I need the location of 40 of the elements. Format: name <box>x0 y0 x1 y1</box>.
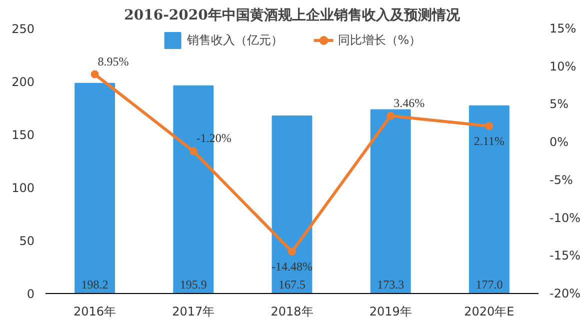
y-tick-label: 0 <box>26 287 35 301</box>
data-label: 3.46% <box>394 96 425 110</box>
legend-label: 同比增长（%） <box>338 32 422 48</box>
data-label: 173.3 <box>377 278 404 292</box>
y2-tick-label: 0% <box>550 135 569 150</box>
bar <box>370 109 411 294</box>
y2-tick-label: -15% <box>550 248 581 263</box>
x-tick-label: 2016年 <box>74 304 116 318</box>
legend-label: 销售收入（亿元） <box>186 32 283 48</box>
y-tick-label: 150 <box>12 128 34 142</box>
y2-tick-label: 10% <box>550 59 576 74</box>
bar <box>468 105 510 294</box>
point <box>90 70 99 78</box>
data-label: 195.9 <box>180 278 207 292</box>
x-tick-label: 2017年 <box>172 304 215 318</box>
point <box>189 147 198 156</box>
data-label: 167.5 <box>278 278 306 292</box>
bar <box>74 82 116 294</box>
data-label: 198.2 <box>81 278 108 292</box>
y2-tick-label: -10% <box>550 210 581 225</box>
chart-title: 2016-2020年中国黄酒规上企业销售收入及预测情况 <box>124 8 461 24</box>
y2-tick-label: 5% <box>550 97 569 112</box>
y-tick-label: 250 <box>12 22 34 36</box>
y2-tick-label: -5% <box>550 172 573 187</box>
x-tick-label: 2018年 <box>270 304 314 318</box>
x-tick-label: 2019年 <box>369 304 412 318</box>
point <box>288 248 296 256</box>
y-tick-label: 200 <box>12 75 34 89</box>
data-label: 8.95% <box>98 54 129 68</box>
data-label: 2.11% <box>474 134 504 148</box>
point <box>386 112 395 120</box>
y2-tick-label: -20% <box>550 286 581 300</box>
data-label: -14.48% <box>272 260 313 274</box>
y2-tick-label: 15% <box>550 22 576 36</box>
data-label: 177.0 <box>476 278 503 292</box>
bar <box>272 115 312 294</box>
point <box>485 122 494 130</box>
y-tick-label: 100 <box>12 181 34 195</box>
y-tick-label: 50 <box>19 234 35 248</box>
x-tick-label: 2020年E <box>464 304 514 318</box>
